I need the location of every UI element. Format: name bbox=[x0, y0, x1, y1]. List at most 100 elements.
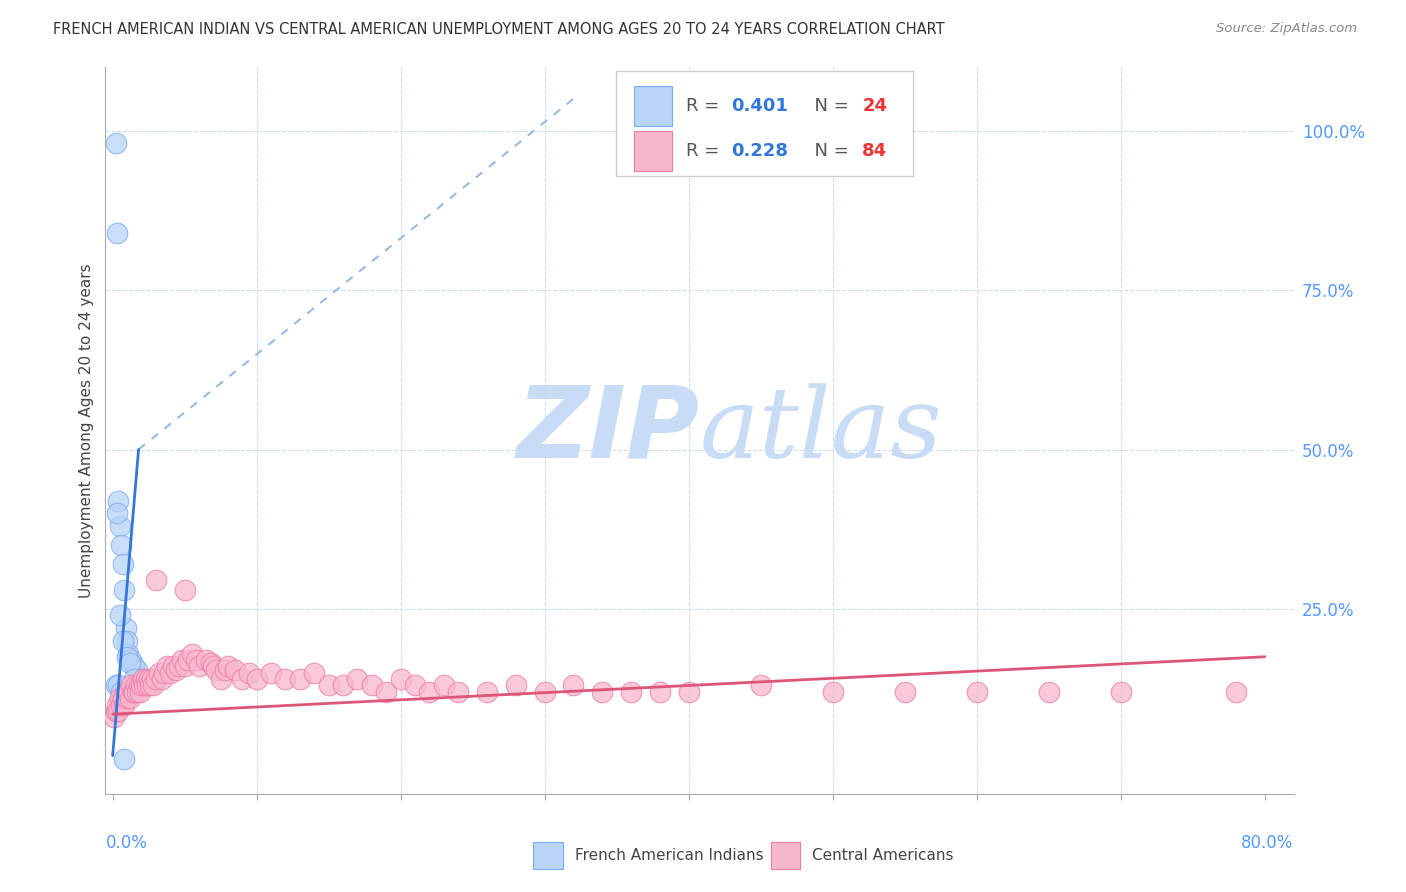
Text: N =: N = bbox=[803, 96, 855, 114]
Point bbox=[591, 685, 613, 699]
Point bbox=[188, 659, 211, 673]
Point bbox=[138, 672, 160, 686]
Point bbox=[202, 659, 225, 673]
Point bbox=[162, 659, 184, 673]
Point bbox=[107, 493, 129, 508]
Text: R =: R = bbox=[686, 96, 725, 114]
Point bbox=[170, 653, 193, 667]
Point bbox=[318, 678, 340, 692]
Point bbox=[238, 665, 260, 680]
Point bbox=[404, 678, 426, 692]
Point bbox=[104, 136, 127, 151]
Text: 24: 24 bbox=[862, 96, 887, 114]
Text: ZIP: ZIP bbox=[516, 382, 700, 479]
Point bbox=[129, 685, 152, 699]
Point bbox=[475, 685, 498, 699]
Point bbox=[620, 685, 643, 699]
Point bbox=[131, 678, 153, 692]
Text: 0.0%: 0.0% bbox=[105, 834, 148, 852]
Point bbox=[224, 663, 246, 677]
Text: 84: 84 bbox=[862, 142, 887, 160]
Bar bbox=[634, 86, 672, 126]
Point bbox=[205, 663, 228, 677]
Point bbox=[231, 672, 253, 686]
Point bbox=[505, 678, 527, 692]
Point bbox=[135, 672, 157, 686]
Point bbox=[209, 672, 232, 686]
Point bbox=[134, 678, 156, 692]
Point bbox=[105, 698, 128, 712]
Point bbox=[153, 665, 176, 680]
Text: 80.0%: 80.0% bbox=[1241, 834, 1294, 852]
Point bbox=[105, 506, 128, 520]
Point bbox=[110, 538, 132, 552]
Point bbox=[159, 665, 181, 680]
Point bbox=[128, 678, 150, 692]
Point bbox=[217, 659, 239, 673]
Point bbox=[112, 582, 135, 597]
Point bbox=[433, 678, 456, 692]
Point bbox=[112, 752, 135, 766]
Point bbox=[173, 659, 195, 673]
Point bbox=[246, 672, 269, 686]
Text: French American Indians: French American Indians bbox=[575, 848, 763, 863]
Point bbox=[288, 672, 311, 686]
Point bbox=[893, 685, 915, 699]
Point bbox=[120, 678, 142, 692]
Point bbox=[165, 663, 187, 677]
Point bbox=[118, 656, 141, 670]
Bar bbox=[634, 131, 672, 170]
Point bbox=[360, 678, 382, 692]
Point bbox=[156, 659, 179, 673]
Point bbox=[141, 672, 163, 686]
Text: N =: N = bbox=[803, 142, 855, 160]
Point bbox=[533, 685, 555, 699]
Point bbox=[125, 678, 148, 692]
Point bbox=[110, 685, 132, 699]
Point bbox=[562, 678, 585, 692]
Point bbox=[114, 685, 136, 699]
Point bbox=[1038, 685, 1060, 699]
Text: R =: R = bbox=[686, 142, 725, 160]
Point bbox=[274, 672, 297, 686]
Point bbox=[142, 678, 165, 692]
Point bbox=[121, 685, 143, 699]
Point bbox=[117, 685, 139, 699]
Point bbox=[966, 685, 988, 699]
Point bbox=[1225, 685, 1247, 699]
Point bbox=[122, 659, 145, 673]
Point bbox=[145, 574, 167, 588]
Point bbox=[176, 653, 198, 667]
Point bbox=[104, 678, 127, 692]
Point bbox=[118, 691, 141, 706]
Point bbox=[346, 672, 368, 686]
Point bbox=[167, 659, 190, 673]
Point bbox=[389, 672, 412, 686]
Text: 0.401: 0.401 bbox=[731, 96, 789, 114]
Point bbox=[150, 672, 173, 686]
Point bbox=[115, 649, 138, 664]
Point bbox=[139, 678, 162, 692]
Point bbox=[115, 691, 138, 706]
Text: atlas: atlas bbox=[700, 383, 942, 478]
Point bbox=[260, 665, 283, 680]
Point bbox=[122, 672, 145, 686]
Point bbox=[107, 678, 129, 692]
Point bbox=[117, 647, 139, 661]
Point bbox=[180, 647, 202, 661]
Y-axis label: Unemployment Among Ages 20 to 24 years: Unemployment Among Ages 20 to 24 years bbox=[79, 263, 94, 598]
Point bbox=[132, 672, 155, 686]
Point bbox=[107, 704, 129, 718]
Text: Central Americans: Central Americans bbox=[813, 848, 953, 863]
Point bbox=[108, 691, 131, 706]
Point bbox=[375, 685, 398, 699]
Point bbox=[200, 656, 222, 670]
Text: FRENCH AMERICAN INDIAN VS CENTRAL AMERICAN UNEMPLOYMENT AMONG AGES 20 TO 24 YEAR: FRENCH AMERICAN INDIAN VS CENTRAL AMERIC… bbox=[53, 22, 945, 37]
Point bbox=[105, 226, 128, 240]
Point bbox=[114, 621, 136, 635]
Bar bbox=[533, 842, 562, 870]
Point bbox=[304, 665, 326, 680]
Point bbox=[104, 704, 127, 718]
Point bbox=[111, 691, 134, 706]
Point bbox=[131, 672, 153, 686]
